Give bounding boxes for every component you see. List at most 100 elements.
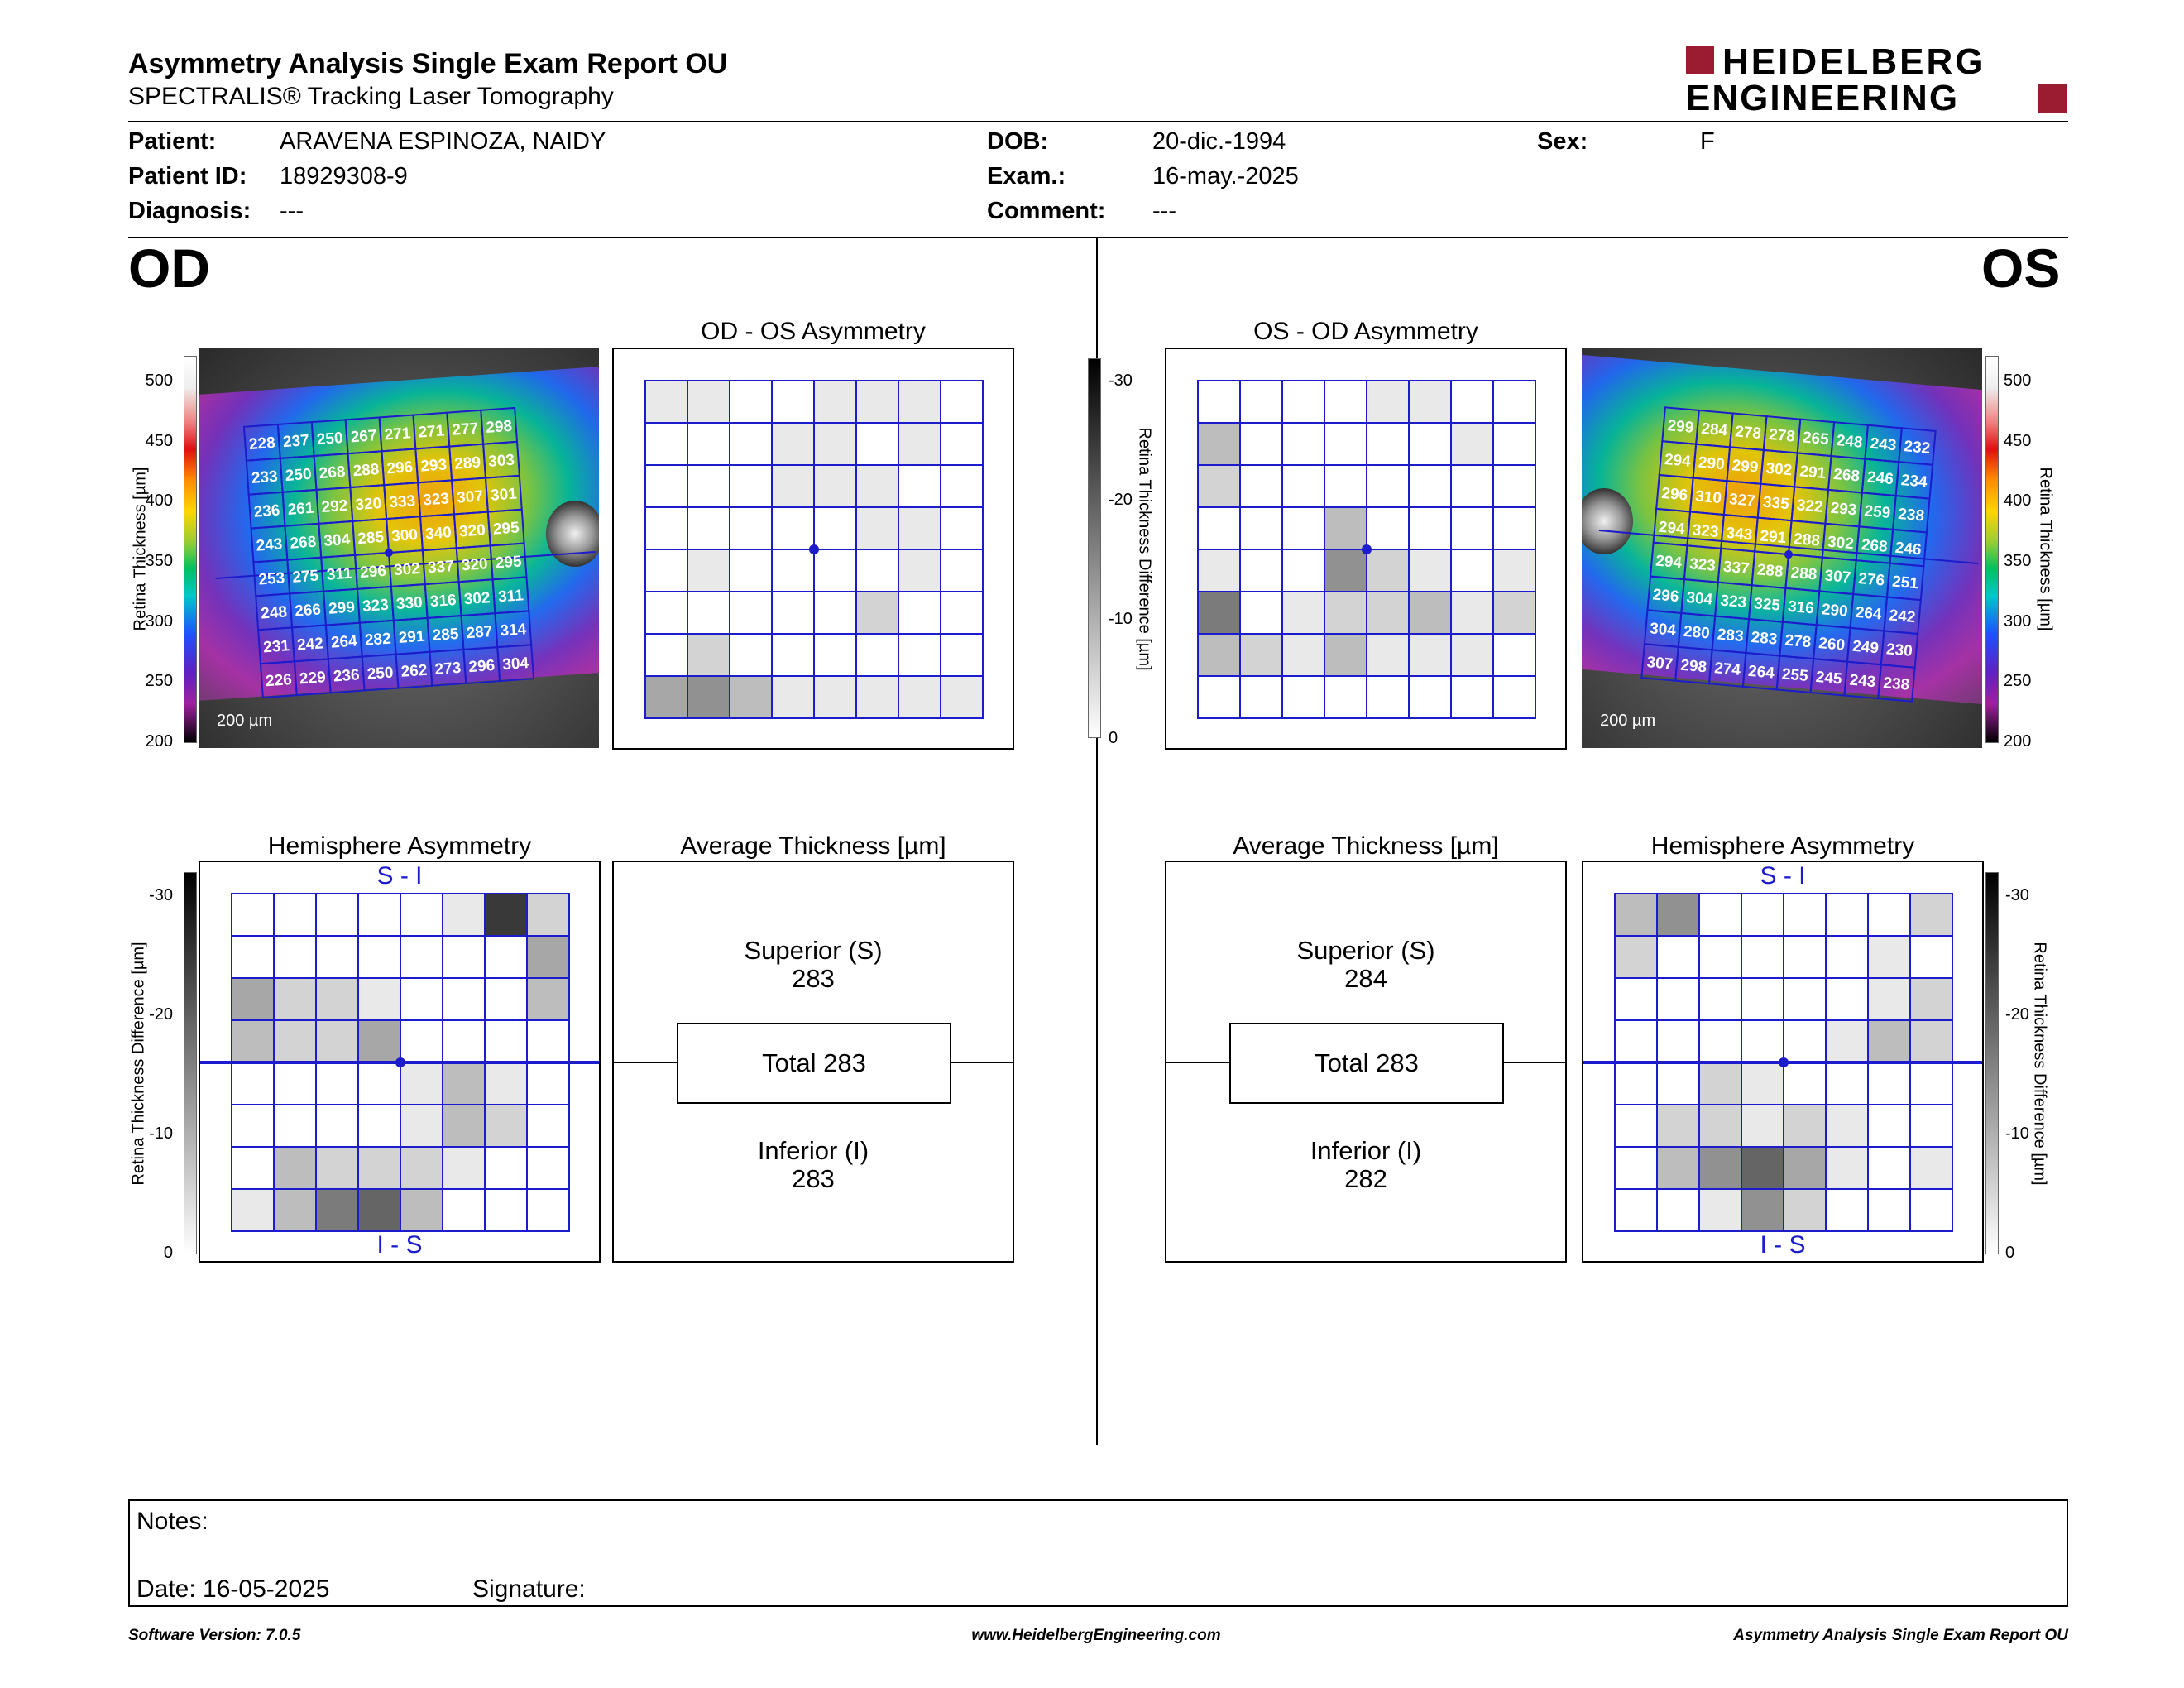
od-thickness-value: 323 xyxy=(362,597,389,616)
od-superior-label: Superior (S) xyxy=(744,936,883,965)
od-hemi-bottom-label: I - S xyxy=(376,1231,423,1259)
os-thickness-value: 260 xyxy=(1818,635,1845,655)
od-hemi-cell xyxy=(231,893,275,937)
os-asym-cell xyxy=(1281,422,1325,466)
od-asym-cell xyxy=(687,464,730,508)
os-thickness-value: 280 xyxy=(1683,623,1710,643)
od-thickness-value: 228 xyxy=(248,434,275,453)
os-asym-cell xyxy=(1281,506,1325,550)
od-asym-cell xyxy=(729,633,773,677)
od-thickness-value: 330 xyxy=(395,594,423,613)
od-thickness-value: 295 xyxy=(492,519,520,538)
os-thickness-value: 242 xyxy=(1889,607,1916,626)
od-asym-cell xyxy=(644,506,688,550)
od-hemi-cell xyxy=(526,977,570,1021)
os-asym-cell xyxy=(1408,549,1452,592)
od-thickness-value: 243 xyxy=(256,535,283,554)
od-thickness-value: 287 xyxy=(466,623,493,642)
os-asym-cell xyxy=(1408,506,1452,550)
os-hemi-panel: S - I I - S xyxy=(1582,861,1984,1263)
od-asym-cell xyxy=(644,633,688,677)
os-thickness-value: 274 xyxy=(1713,659,1741,679)
od-thickness-tick: 500 xyxy=(145,372,173,390)
os-hemi-cell xyxy=(1698,1104,1742,1148)
os-asym-cell xyxy=(1492,549,1536,592)
os-thickness-value: 294 xyxy=(1655,553,1683,573)
os-asym-cell xyxy=(1281,675,1325,719)
od-avg-title: Average Thickness [µm] xyxy=(680,832,946,860)
od-asym-cell xyxy=(940,464,984,508)
od-thickness-value: 320 xyxy=(461,555,488,574)
od-asym-cell xyxy=(813,464,857,508)
os-avg-title: Average Thickness [µm] xyxy=(1233,832,1499,860)
os-asym-cell xyxy=(1366,675,1410,719)
os-hemi-cell xyxy=(1867,1019,1911,1063)
od-hemi-cell xyxy=(400,935,443,979)
od-asym-cell xyxy=(855,380,899,424)
os-hemi-cell xyxy=(1909,1146,1953,1190)
os-thickness-value: 278 xyxy=(1784,632,1812,652)
os-asym-cell xyxy=(1450,675,1494,719)
os-hemi-cell xyxy=(1698,1188,1742,1232)
od-asym-cell xyxy=(687,422,730,466)
od-hemi-cell xyxy=(315,977,359,1021)
os-asym-cell xyxy=(1197,633,1241,677)
os-thickness-value: 299 xyxy=(1667,417,1694,437)
os-asym-cell xyxy=(1239,549,1283,592)
os-thickness-value: 245 xyxy=(1815,669,1843,688)
od-thickness-value: 250 xyxy=(285,466,312,485)
od-hemi-cell xyxy=(273,893,317,937)
os-hemi-cell xyxy=(1909,1188,1953,1232)
od-hemi-cell xyxy=(357,1146,401,1190)
os-hemi-cell xyxy=(1614,1188,1658,1232)
os-asym-cell xyxy=(1239,506,1283,550)
od-asym-cell xyxy=(855,422,899,466)
exam-value: 16-may.-2025 xyxy=(1152,163,1299,189)
od-thickness-value: 288 xyxy=(352,461,380,480)
signature-label: Signature: xyxy=(472,1575,586,1603)
os-hemi-cell xyxy=(1656,1104,1700,1148)
od-thickness-value: 337 xyxy=(427,558,454,577)
os-thickness-value: 327 xyxy=(1728,491,1755,511)
report-subtitle: SPECTRALIS® Tracking Laser Tomography xyxy=(128,83,614,110)
os-thickness-value: 264 xyxy=(1747,663,1775,683)
od-hemi-cell xyxy=(357,977,401,1021)
os-thickness-value: 290 xyxy=(1698,454,1725,474)
os-hemi-cell xyxy=(1783,935,1827,979)
os-hemi-cell xyxy=(1867,935,1911,979)
os-inferior-value: 282 xyxy=(1344,1164,1387,1193)
od-asym-title: OD - OS Asymmetry xyxy=(701,318,926,345)
od-hemi-cell xyxy=(442,1062,486,1105)
os-hemi-axis-label: Retina Thickness Difference [µm] xyxy=(2030,942,2049,1186)
os-hemi-cell xyxy=(1614,1104,1658,1148)
od-thickness-tick: 350 xyxy=(145,552,173,570)
od-hemi-cell xyxy=(273,935,317,979)
od-asym-cell xyxy=(771,422,815,466)
os-thickness-value: 288 xyxy=(1793,530,1820,550)
os-hemi-cell xyxy=(1656,893,1700,937)
od-asym-cell xyxy=(729,675,773,719)
os-asym-cell xyxy=(1324,422,1367,466)
os-hemi-cell xyxy=(1741,935,1784,979)
od-thickness-value: 316 xyxy=(429,592,457,611)
od-thickness-value: 277 xyxy=(452,420,479,439)
os-hemi-cell xyxy=(1614,893,1658,937)
os-thickness-value: 307 xyxy=(1824,567,1851,587)
os-asym-fovea-dot xyxy=(1362,544,1372,554)
os-hemi-tick: -30 xyxy=(2005,886,2029,904)
os-hemi-cell xyxy=(1656,977,1700,1021)
os-hemi-cell xyxy=(1614,977,1658,1021)
os-thickness-value: 304 xyxy=(1649,620,1677,640)
os-hemi-cell xyxy=(1656,935,1700,979)
od-hemi-cell xyxy=(231,977,275,1021)
os-thickness-value: 276 xyxy=(1857,570,1885,590)
os-asym-grid xyxy=(1197,380,1536,719)
od-thickness-value: 250 xyxy=(316,429,343,448)
footer-version: Software Version: 7.0.5 xyxy=(128,1627,301,1644)
os-asym-cell xyxy=(1408,591,1452,635)
os-hemi-cell xyxy=(1867,977,1911,1021)
os-asym-cell xyxy=(1450,380,1494,424)
os-hemi-grid xyxy=(1583,893,1982,1232)
sex-label: Sex: xyxy=(1537,128,1588,155)
od-thickness-value: 289 xyxy=(454,454,481,473)
